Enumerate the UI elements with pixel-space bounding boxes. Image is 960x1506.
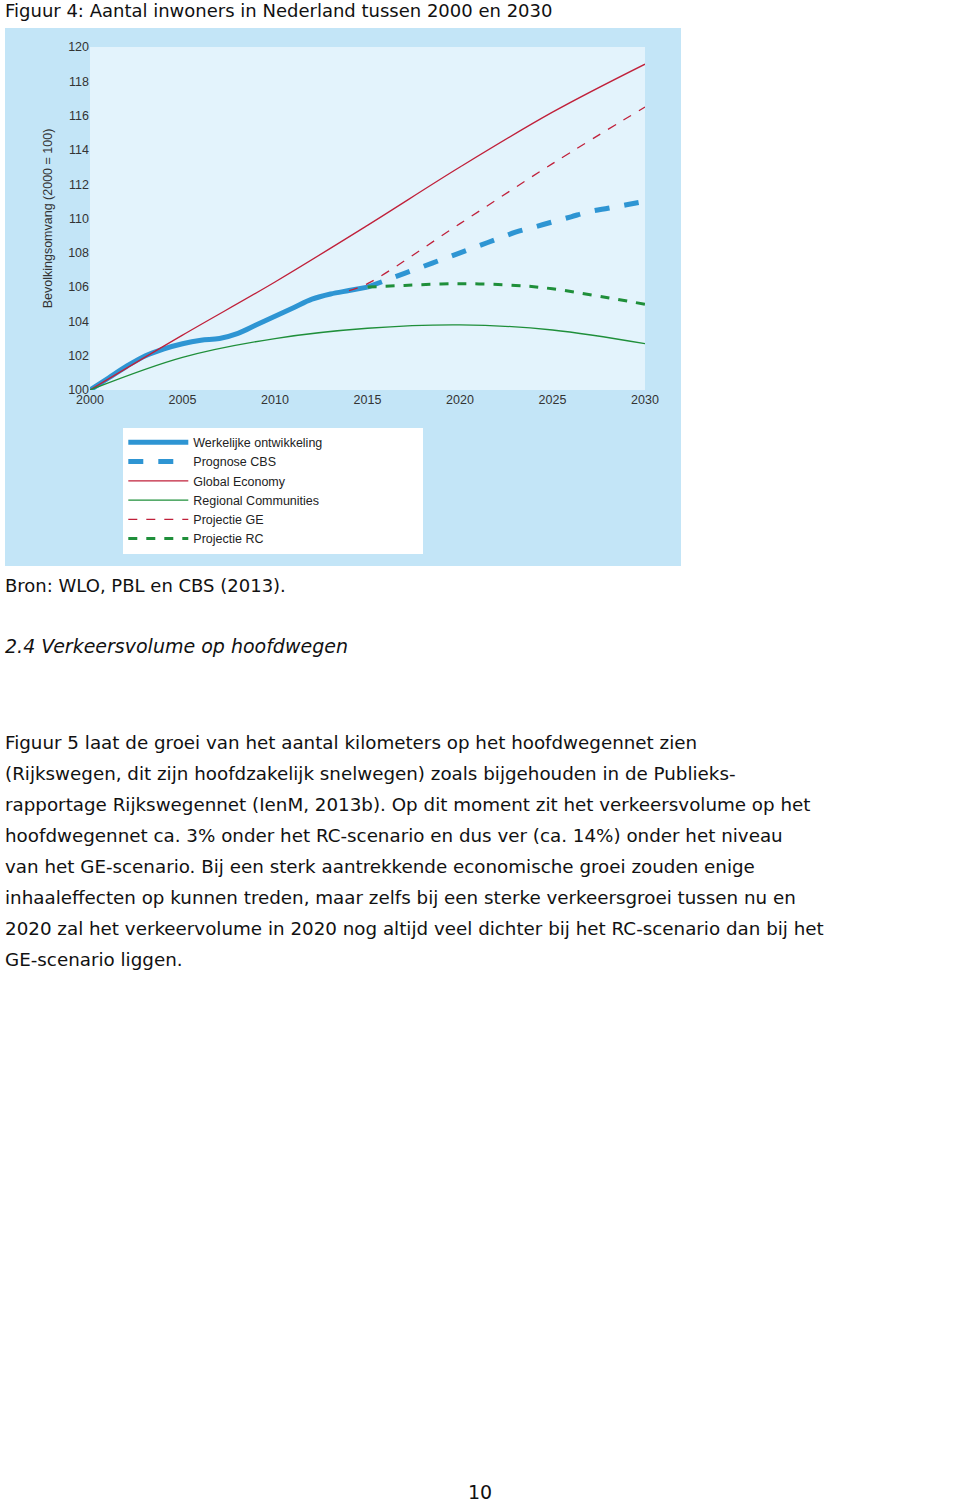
svg-text:102: 102: [68, 349, 89, 363]
svg-text:2005: 2005: [169, 393, 197, 407]
svg-text:Global Economy: Global Economy: [193, 475, 285, 489]
html-text:hoofdwegennet ca. 3% onder het: hoofdwegennet ca. 3% onder het RC-scenar…: [5, 825, 783, 846]
svg-text:118: 118: [69, 75, 89, 89]
svg-text:108: 108: [68, 246, 89, 260]
svg-text:2020: 2020: [446, 393, 474, 407]
svg-text:104: 104: [68, 315, 89, 329]
svg-text:100: 100: [68, 383, 89, 397]
svg-text:112: 112: [69, 178, 89, 192]
html-text:2020 zal het verkeervolume in: 2020 zal het verkeervolume in 2020 nog a…: [5, 918, 824, 939]
html-text:GE-scenario liggen.: GE-scenario liggen.: [5, 949, 183, 970]
svg-text:2015: 2015: [354, 393, 382, 407]
html-text:10: 10: [467, 1481, 493, 1503]
html-text:(Rijkswegen, dit zijn hoofdzak: (Rijkswegen, dit zijn hoofdzakelijk snel…: [5, 763, 736, 784]
svg-text:Projectie GE: Projectie GE: [193, 513, 263, 527]
svg-text:114: 114: [69, 143, 89, 157]
svg-text:116: 116: [69, 109, 89, 123]
svg-text:Prognose CBS: Prognose CBS: [193, 455, 276, 469]
svg-text:Regional Communities: Regional Communities: [193, 494, 319, 508]
svg-text:2010: 2010: [261, 393, 289, 407]
html-text:Bron: WLO, PBL en CBS (2013).: Bron: WLO, PBL en CBS (2013).: [5, 575, 286, 596]
html-text:2.4 Verkeersvolume op hoofdweg: 2.4 Verkeersvolume op hoofdwegen: [5, 635, 348, 657]
svg-text:106: 106: [68, 280, 89, 294]
html-text:Figuur 5 laat de groei van het: Figuur 5 laat de groei van het aantal ki…: [5, 732, 698, 753]
html-text:Figuur 4: Aantal inwoners in N: Figuur 4: Aantal inwoners in Nederland t…: [5, 0, 553, 21]
html-text:van het GE-scenario. Bij een s: van het GE-scenario. Bij een sterk aantr…: [5, 856, 755, 877]
svg-text:2025: 2025: [539, 393, 567, 407]
svg-text:2030: 2030: [631, 393, 659, 407]
svg-text:110: 110: [69, 212, 89, 226]
svg-text:Werkelijke ontwikkeling: Werkelijke ontwikkeling: [193, 436, 322, 450]
html-text:inhaaleffecten op kunnen trede: inhaaleffecten op kunnen treden, maar ze…: [5, 887, 796, 908]
svg-text:120: 120: [68, 40, 89, 54]
html-text:rapportage Rijkswegennet (IenM: rapportage Rijkswegennet (IenM, 2013b). …: [5, 794, 811, 815]
svg-text:Projectie RC: Projectie RC: [193, 532, 263, 546]
svg-text:2000: 2000: [76, 393, 104, 407]
svg-text:Bevolkingsomvang (2000 = 100): Bevolkingsomvang (2000 = 100): [41, 129, 55, 309]
